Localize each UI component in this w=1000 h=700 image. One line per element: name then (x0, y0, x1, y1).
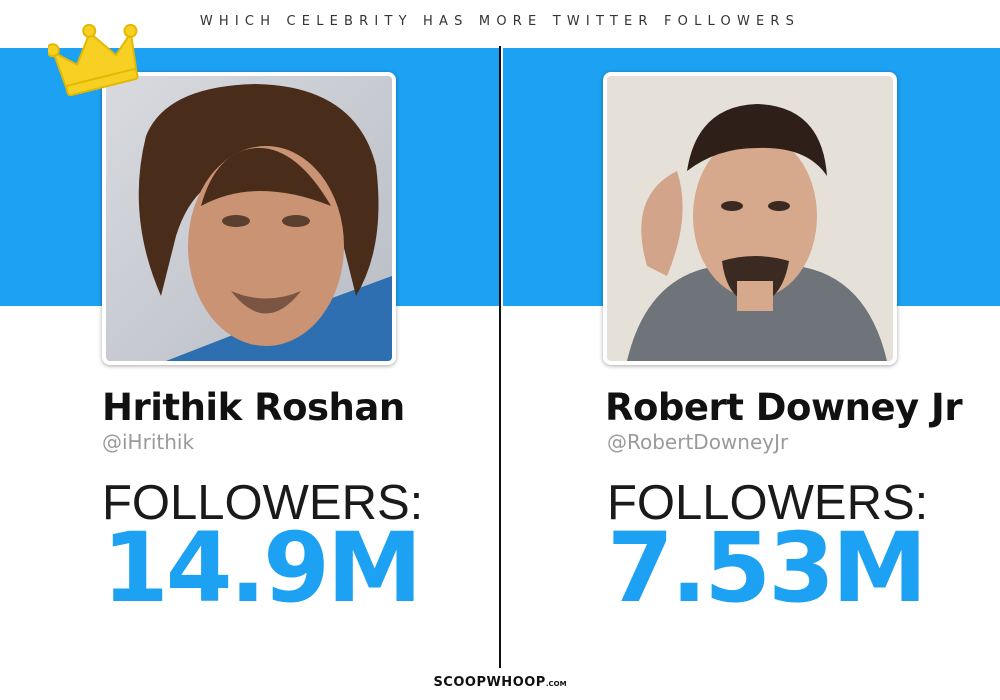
right-followers-label: FOLLOWERS: (607, 476, 929, 530)
left-portrait-photo (106, 76, 392, 361)
right-photo-card (603, 72, 897, 365)
center-divider (499, 46, 501, 668)
left-twitter-handle: @iHrithik (102, 430, 195, 454)
footer-tld: .COM (545, 680, 567, 688)
footer-brand: SCOOPWHOOP (433, 675, 546, 690)
left-followers-label: FOLLOWERS: (102, 476, 424, 530)
crown-icon (48, 23, 139, 96)
footer-logo: SCOOPWHOOP.COM (0, 675, 1000, 690)
left-photo-card (102, 72, 396, 365)
right-followers-count: 7.53M (607, 512, 927, 624)
right-celebrity-name: Robert Downey Jr (605, 386, 963, 429)
left-celebrity-name: Hrithik Roshan (102, 386, 405, 429)
right-twitter-handle: @RobertDowneyJr (607, 430, 789, 454)
page-title: WHICH CELEBRITY HAS MORE TWITTER FOLLOWE… (199, 14, 801, 29)
right-portrait-photo (607, 76, 893, 361)
left-followers-count: 14.9M (102, 512, 422, 624)
